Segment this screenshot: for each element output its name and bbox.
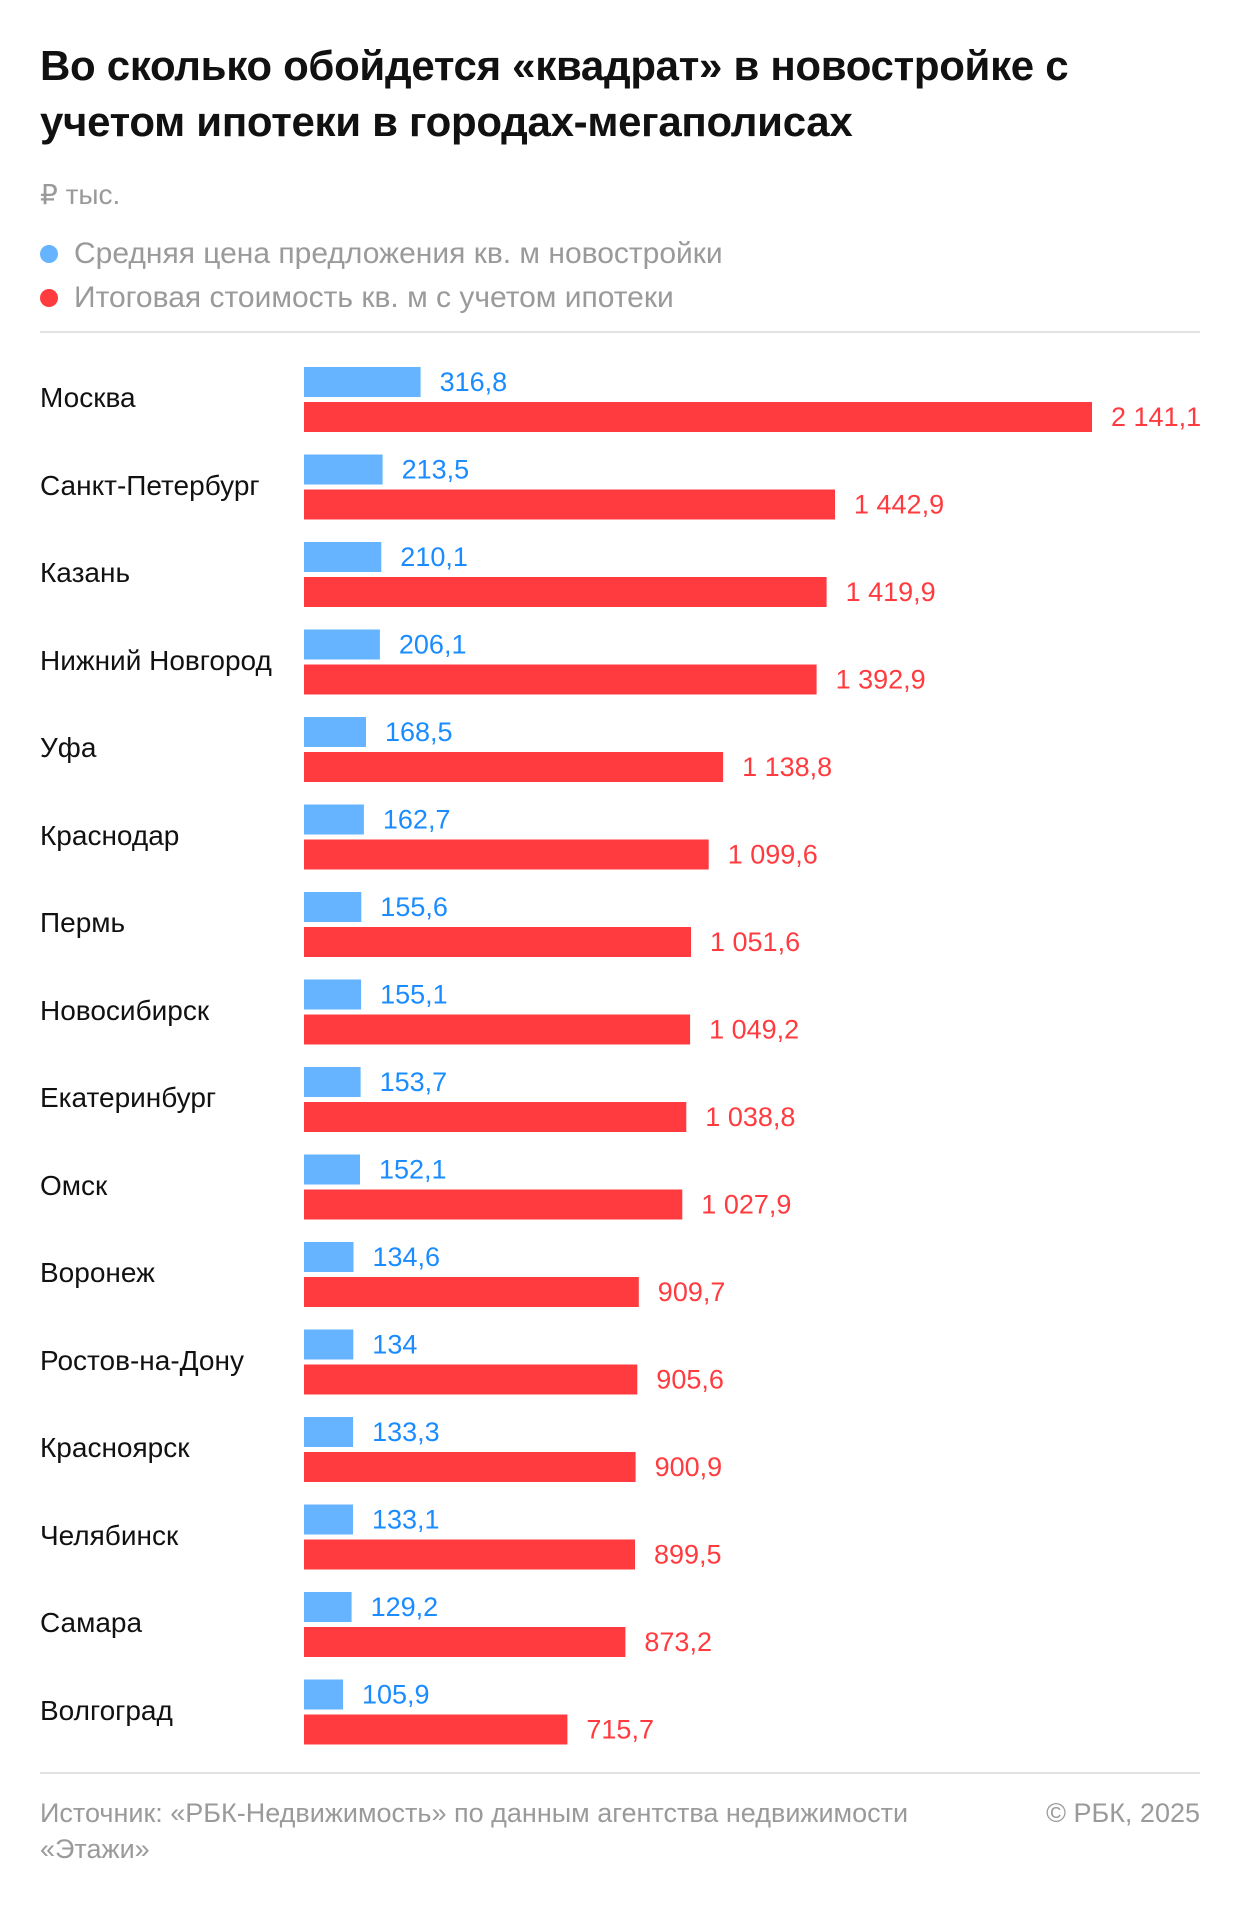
legend-label-total-cost: Итоговая стоимость кв. м с учетом ипотек… bbox=[74, 281, 674, 314]
city-label: Санкт-Петербург bbox=[40, 469, 260, 501]
city-label: Пермь bbox=[40, 907, 126, 938]
data-label-total-cost: 905,6 bbox=[656, 1365, 724, 1395]
data-label-avg-price: 153,7 bbox=[380, 1067, 448, 1097]
unit-label: ₽ тыс. bbox=[40, 179, 121, 210]
data-label-total-cost: 1 099,6 bbox=[728, 840, 818, 870]
bar-avg-price bbox=[304, 1417, 354, 1447]
data-label-total-cost: 715,7 bbox=[586, 1715, 654, 1745]
bar-avg-price bbox=[304, 804, 364, 835]
bar-total-cost bbox=[304, 1014, 691, 1045]
data-label-total-cost: 1 442,9 bbox=[854, 490, 944, 520]
bar-total-cost bbox=[304, 1102, 687, 1132]
data-label-avg-price: 210,1 bbox=[400, 542, 468, 572]
data-label-avg-price: 316,8 bbox=[440, 367, 508, 397]
bottom-divider bbox=[40, 1772, 1200, 1774]
data-label-avg-price: 134 bbox=[372, 1330, 417, 1360]
bar-avg-price bbox=[304, 629, 380, 660]
source-note: Источник: «РБК-Недвижимость» по данным а… bbox=[40, 1798, 909, 1864]
footer: Источник: «РБК-Недвижимость» по данным а… bbox=[40, 1795, 1200, 1867]
bar-avg-price bbox=[304, 1504, 353, 1535]
legend-swatch-avg-price bbox=[40, 245, 58, 263]
data-label-total-cost: 1 049,2 bbox=[709, 1015, 799, 1045]
bar-avg-price bbox=[304, 542, 382, 572]
data-label-total-cost: 2 141,1 bbox=[1111, 402, 1201, 432]
city-label: Воронеж bbox=[40, 1257, 155, 1288]
bar-avg-price bbox=[304, 1329, 354, 1360]
legend-swatch-total-cost bbox=[40, 289, 58, 307]
bar-avg-price bbox=[304, 1242, 354, 1272]
city-label: Нижний Новгород bbox=[40, 644, 272, 676]
bar-total-cost bbox=[304, 839, 709, 870]
legend: Средняя цена предложения кв. м новострой… bbox=[40, 232, 1200, 320]
bar-total-cost bbox=[304, 1714, 568, 1745]
bar-total-cost bbox=[304, 1277, 639, 1307]
data-label-total-cost: 1 027,9 bbox=[701, 1190, 791, 1220]
data-label-total-cost: 899,5 bbox=[654, 1540, 722, 1570]
city-label: Челябинск bbox=[40, 1519, 179, 1551]
legend-item-avg-price: Средняя цена предложения кв. м новострой… bbox=[40, 232, 1200, 276]
data-label-avg-price: 168,5 bbox=[385, 717, 453, 747]
copyright: © РБК, 2025 bbox=[1046, 1798, 1200, 1828]
data-label-total-cost: 1 419,9 bbox=[846, 577, 936, 607]
bar-avg-price bbox=[304, 367, 421, 397]
bar-avg-price bbox=[304, 892, 362, 922]
bar-avg-price bbox=[304, 1154, 360, 1185]
city-label: Самара bbox=[40, 1607, 143, 1638]
bar-total-cost bbox=[304, 577, 827, 607]
bar-total-cost bbox=[304, 1364, 638, 1395]
bar-total-cost bbox=[304, 1539, 635, 1570]
legend-item-total-cost: Итоговая стоимость кв. м с учетом ипотек… bbox=[40, 276, 1200, 320]
city-label: Казань bbox=[40, 557, 131, 588]
bar-avg-price bbox=[304, 1679, 343, 1710]
data-label-avg-price: 129,2 bbox=[371, 1592, 439, 1622]
data-label-avg-price: 133,3 bbox=[372, 1417, 440, 1447]
bar-total-cost bbox=[304, 664, 817, 695]
bar-total-cost bbox=[304, 489, 835, 520]
bar-total-cost bbox=[304, 1452, 636, 1482]
data-label-avg-price: 213,5 bbox=[402, 455, 470, 485]
data-label-avg-price: 133,1 bbox=[372, 1505, 440, 1535]
city-label: Новосибирск bbox=[40, 994, 210, 1026]
bar-avg-price bbox=[304, 717, 366, 747]
data-label-avg-price: 155,6 bbox=[380, 892, 448, 922]
bar-total-cost bbox=[304, 927, 691, 957]
data-label-total-cost: 1 051,6 bbox=[710, 927, 800, 957]
city-label: Красноярск bbox=[40, 1432, 190, 1463]
city-label: Москва bbox=[40, 382, 136, 413]
data-label-total-cost: 873,2 bbox=[644, 1627, 712, 1657]
data-label-total-cost: 1 392,9 bbox=[836, 665, 926, 695]
data-label-total-cost: 909,7 bbox=[658, 1277, 726, 1307]
bar-avg-price bbox=[304, 454, 383, 485]
bar-avg-price bbox=[304, 979, 362, 1010]
data-label-avg-price: 152,1 bbox=[379, 1155, 447, 1185]
city-label: Омск bbox=[40, 1169, 108, 1201]
data-label-avg-price: 206,1 bbox=[399, 630, 467, 660]
top-divider bbox=[40, 331, 1200, 333]
legend-label-avg-price: Средняя цена предложения кв. м новострой… bbox=[74, 237, 723, 270]
data-label-total-cost: 900,9 bbox=[655, 1452, 723, 1482]
data-label-avg-price: 162,7 bbox=[383, 805, 451, 835]
data-label-avg-price: 134,6 bbox=[373, 1242, 441, 1272]
chart-title: Во сколько обойдется «квадрат» в новостр… bbox=[40, 42, 1069, 145]
bar-total-cost bbox=[304, 752, 724, 782]
city-label: Краснодар bbox=[40, 819, 180, 851]
data-label-total-cost: 1 038,8 bbox=[705, 1102, 795, 1132]
bar-total-cost bbox=[304, 1627, 626, 1657]
data-label-total-cost: 1 138,8 bbox=[742, 752, 832, 782]
city-label: Ростов-на-Дону bbox=[40, 1344, 244, 1376]
bar-total-cost bbox=[304, 402, 1092, 432]
city-label: Волгоград bbox=[40, 1694, 173, 1726]
bar-total-cost bbox=[304, 1189, 683, 1220]
city-label: Уфа bbox=[40, 732, 97, 763]
bar-avg-price bbox=[304, 1592, 352, 1622]
chart-header: Во сколько обойдется «квадрат» в новостр… bbox=[40, 38, 1200, 320]
bar-avg-price bbox=[304, 1067, 361, 1097]
data-label-avg-price: 105,9 bbox=[362, 1680, 430, 1710]
city-label: Екатеринбург bbox=[40, 1082, 217, 1113]
data-label-avg-price: 155,1 bbox=[380, 980, 448, 1010]
